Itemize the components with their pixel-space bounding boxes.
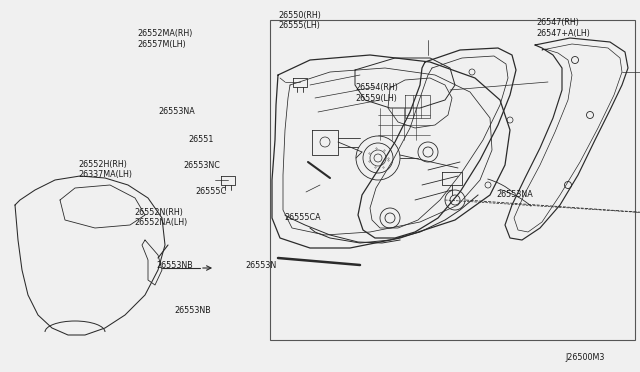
Text: 26553NA: 26553NA [159, 107, 195, 116]
Text: 26553NA: 26553NA [496, 190, 532, 199]
Text: 26555CA: 26555CA [285, 213, 321, 222]
Text: 26553NB: 26553NB [157, 262, 193, 270]
Text: 26547(RH)
26547+A(LH): 26547(RH) 26547+A(LH) [536, 18, 590, 38]
Text: 26553NC: 26553NC [184, 161, 221, 170]
Text: 26554(RH)
26559(LH): 26554(RH) 26559(LH) [355, 83, 398, 103]
Text: 26555C: 26555C [195, 187, 227, 196]
Text: 26550(RH)
26555(LH): 26550(RH) 26555(LH) [278, 11, 321, 30]
Text: 26551: 26551 [189, 135, 214, 144]
Text: 26552MA(RH)
26557M(LH): 26552MA(RH) 26557M(LH) [138, 29, 193, 49]
Text: 26553N: 26553N [245, 262, 276, 270]
Text: J26500M3: J26500M3 [565, 353, 605, 362]
Text: 26552N(RH)
26552NA(LH): 26552N(RH) 26552NA(LH) [134, 208, 188, 227]
Text: 26552H(RH)
26337MA(LH): 26552H(RH) 26337MA(LH) [79, 160, 132, 179]
Text: 26553NB: 26553NB [174, 306, 211, 315]
Bar [270, 20, 635, 340]
